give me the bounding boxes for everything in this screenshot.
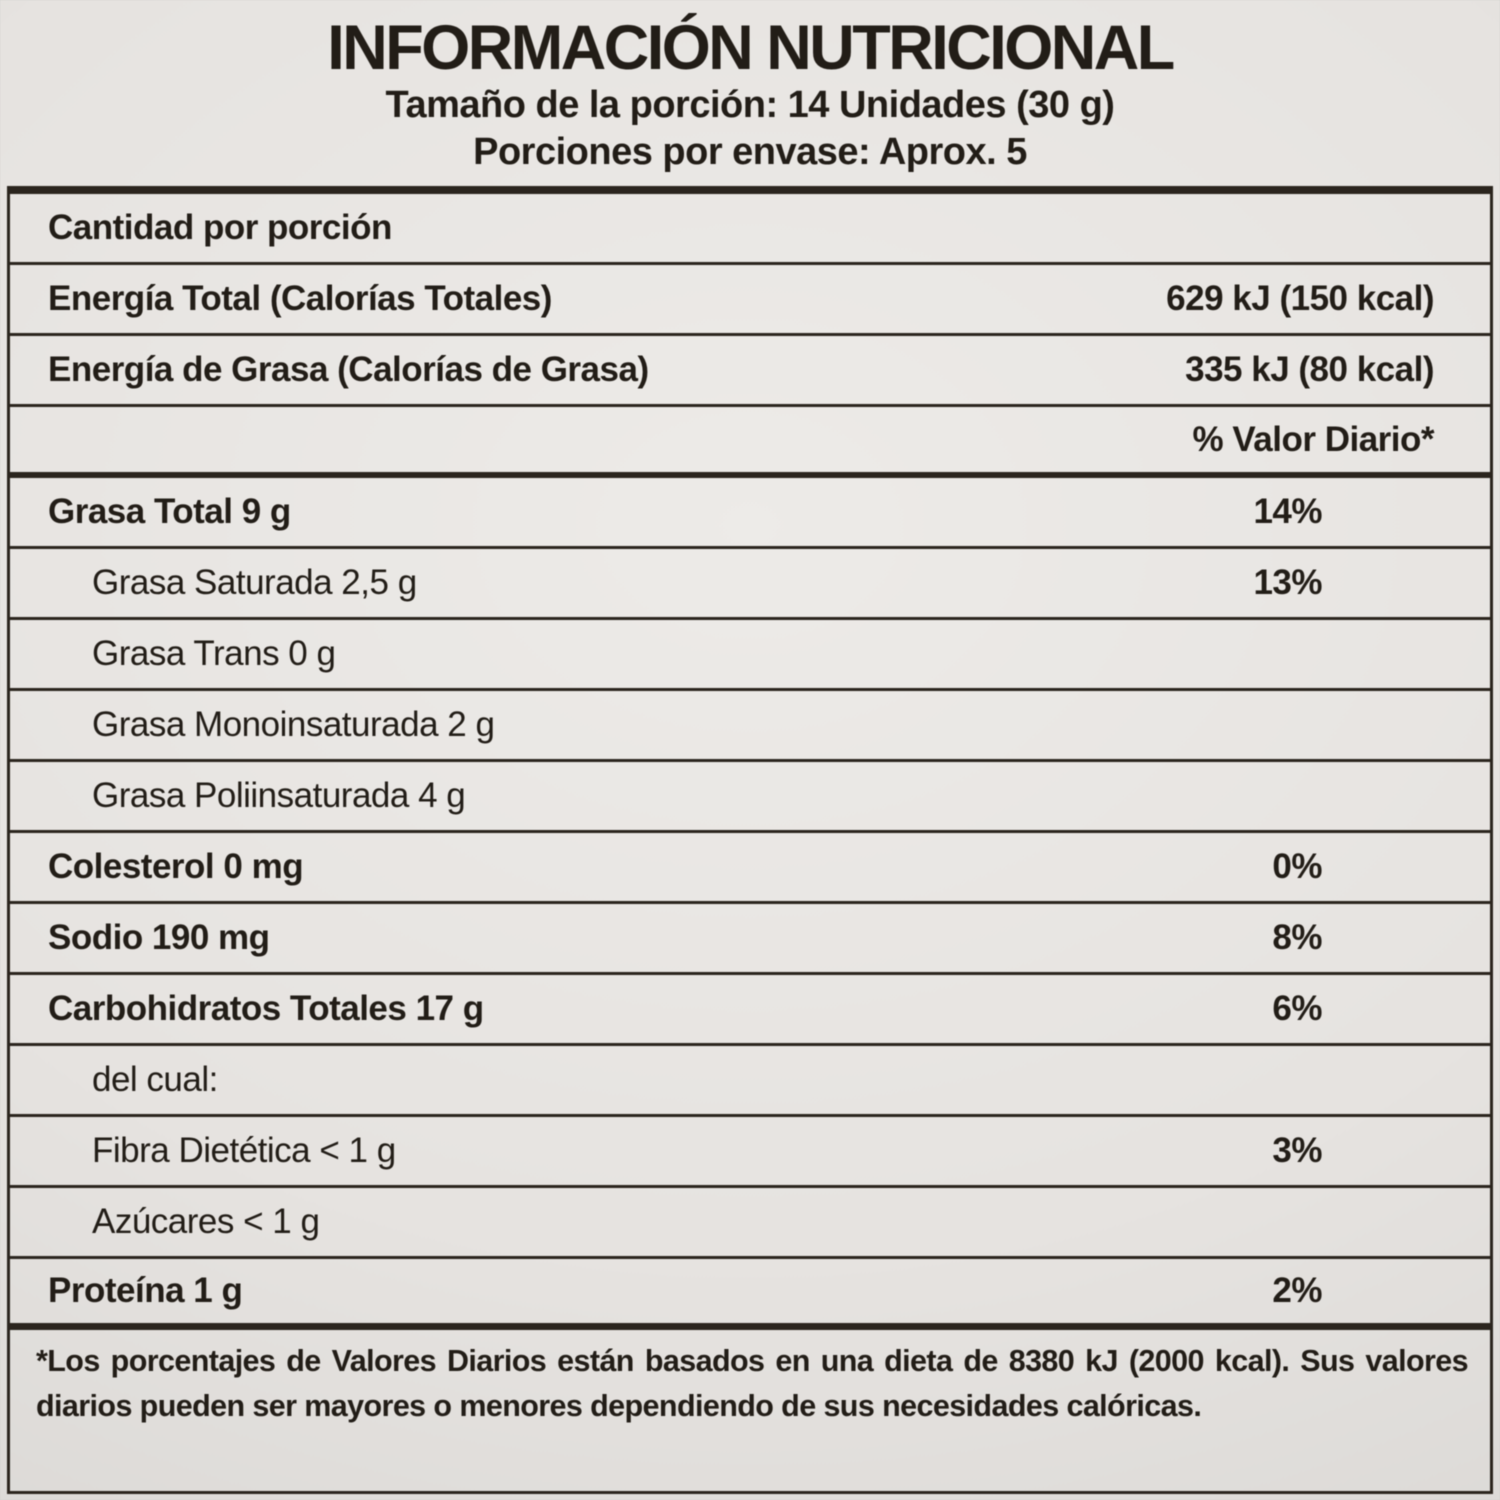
row-label: Energía de Grasa (Calorías de Grasa) bbox=[48, 350, 649, 389]
nutrition-table: Cantidad por porción Energía Total (Calo… bbox=[7, 186, 1493, 1494]
row-value: 2% bbox=[1272, 1271, 1322, 1310]
row-label: Grasa Trans 0 g bbox=[92, 634, 336, 673]
label-header: INFORMACIÓN NUTRICIONAL Tamaño de la por… bbox=[0, 0, 1500, 176]
row-value: 335 kJ (80 kcal) bbox=[1185, 350, 1434, 389]
row-label: Grasa Total 9 g bbox=[48, 492, 291, 531]
table-row-grasa-total: Grasa Total 9 g 14% bbox=[10, 478, 1490, 549]
row-label: del cual: bbox=[92, 1060, 218, 1099]
table-row-grasa-monoinsaturada: Grasa Monoinsaturada 2 g bbox=[10, 691, 1490, 762]
row-label: Grasa Poliinsaturada 4 g bbox=[92, 776, 466, 815]
table-row-valor-diario-header: % Valor Diario* bbox=[10, 407, 1490, 478]
row-label: Cantidad por porción bbox=[48, 208, 392, 247]
row-label: Azúcares < 1 g bbox=[92, 1202, 320, 1241]
table-row-azucares: Azúcares < 1 g bbox=[10, 1188, 1490, 1259]
row-label: Energía Total (Calorías Totales) bbox=[48, 279, 552, 318]
daily-value-footnote: *Los porcentajes de Valores Diarios está… bbox=[36, 1344, 1469, 1423]
row-label: Sodio 190 mg bbox=[48, 918, 270, 957]
servings-per-container-line: Porciones por envase: Aprox. 5 bbox=[473, 131, 1027, 173]
row-value: % Valor Diario* bbox=[1192, 419, 1435, 459]
row-label: Fibra Dietética < 1 g bbox=[92, 1131, 396, 1170]
table-row-grasa-trans: Grasa Trans 0 g bbox=[10, 620, 1490, 691]
row-value: 0% bbox=[1272, 847, 1322, 886]
row-value: 13% bbox=[1253, 563, 1322, 602]
table-row-proteina: Proteína 1 g 2% bbox=[10, 1259, 1490, 1330]
row-label: Grasa Monoinsaturada 2 g bbox=[92, 705, 495, 744]
nutrition-rows: Cantidad por porción Energía Total (Calo… bbox=[10, 194, 1490, 1330]
table-row-carbohidratos-totales: Carbohidratos Totales 17 g 6% bbox=[10, 975, 1490, 1046]
row-value: 8% bbox=[1272, 918, 1322, 957]
row-value: 6% bbox=[1272, 989, 1322, 1028]
table-row-energia-total: Energía Total (Calorías Totales) 629 kJ … bbox=[10, 265, 1490, 336]
table-row-fibra-dietetica: Fibra Dietética < 1 g 3% bbox=[10, 1117, 1490, 1188]
table-row-cantidad-por-porcion: Cantidad por porción bbox=[10, 194, 1490, 265]
row-value: 14% bbox=[1253, 492, 1322, 531]
row-label: Proteína 1 g bbox=[48, 1271, 243, 1310]
table-row-energia-de-grasa: Energía de Grasa (Calorías de Grasa) 335… bbox=[10, 336, 1490, 407]
table-row-colesterol: Colesterol 0 mg 0% bbox=[10, 833, 1490, 904]
serving-size-line: Tamaño de la porción: 14 Unidades (30 g) bbox=[385, 84, 1115, 126]
label-title: INFORMACIÓN NUTRICIONAL bbox=[327, 13, 1175, 83]
table-row-grasa-poliinsaturada: Grasa Poliinsaturada 4 g bbox=[10, 762, 1490, 833]
table-row-del-cual: del cual: bbox=[10, 1046, 1490, 1117]
row-label: Carbohidratos Totales 17 g bbox=[48, 989, 484, 1028]
row-label: Grasa Saturada 2,5 g bbox=[92, 563, 417, 602]
table-row-grasa-saturada: Grasa Saturada 2,5 g 13% bbox=[10, 549, 1490, 620]
row-label: Colesterol 0 mg bbox=[48, 847, 304, 886]
row-value: 629 kJ (150 kcal) bbox=[1166, 279, 1434, 318]
table-row-sodio: Sodio 190 mg 8% bbox=[10, 904, 1490, 975]
row-value: 3% bbox=[1272, 1131, 1322, 1170]
